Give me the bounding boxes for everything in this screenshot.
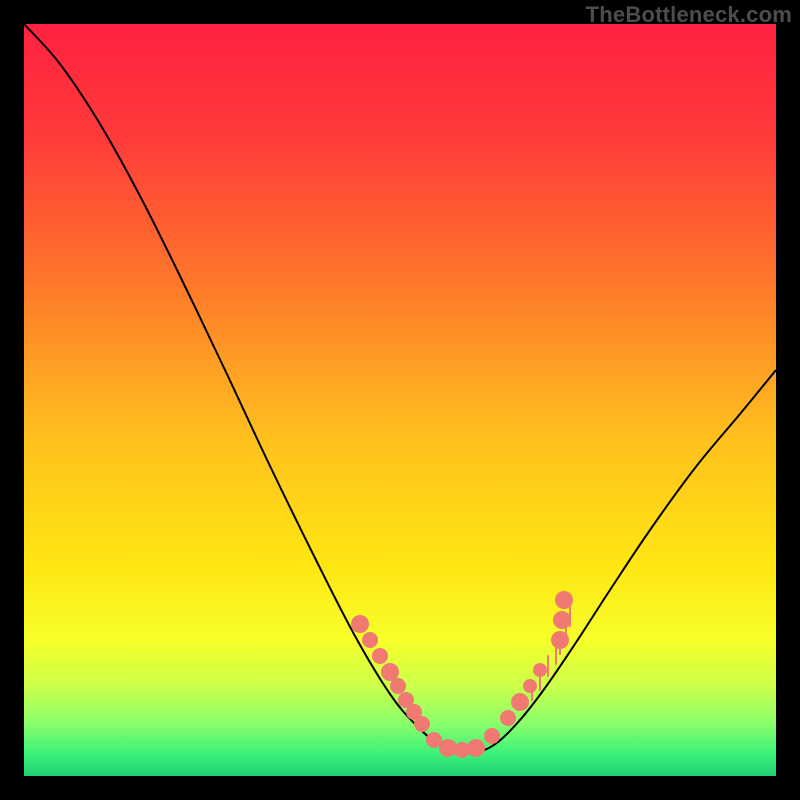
scatter-point	[484, 728, 500, 744]
chart-root: TheBottleneck.com	[0, 0, 800, 800]
scatter-point	[555, 591, 573, 609]
scatter-point	[362, 632, 378, 648]
scatter-point	[551, 631, 569, 649]
scatter-point	[500, 710, 516, 726]
scatter-point	[390, 678, 406, 694]
plot-background-gradient	[24, 24, 776, 776]
scatter-point	[351, 615, 369, 633]
scatter-point	[533, 663, 547, 677]
scatter-point	[414, 716, 430, 732]
scatter-point	[553, 611, 571, 629]
scatter-point	[372, 648, 388, 664]
bottleneck-curve-chart	[0, 0, 800, 800]
scatter-point	[523, 679, 537, 693]
scatter-point	[511, 693, 529, 711]
scatter-point	[467, 739, 485, 757]
